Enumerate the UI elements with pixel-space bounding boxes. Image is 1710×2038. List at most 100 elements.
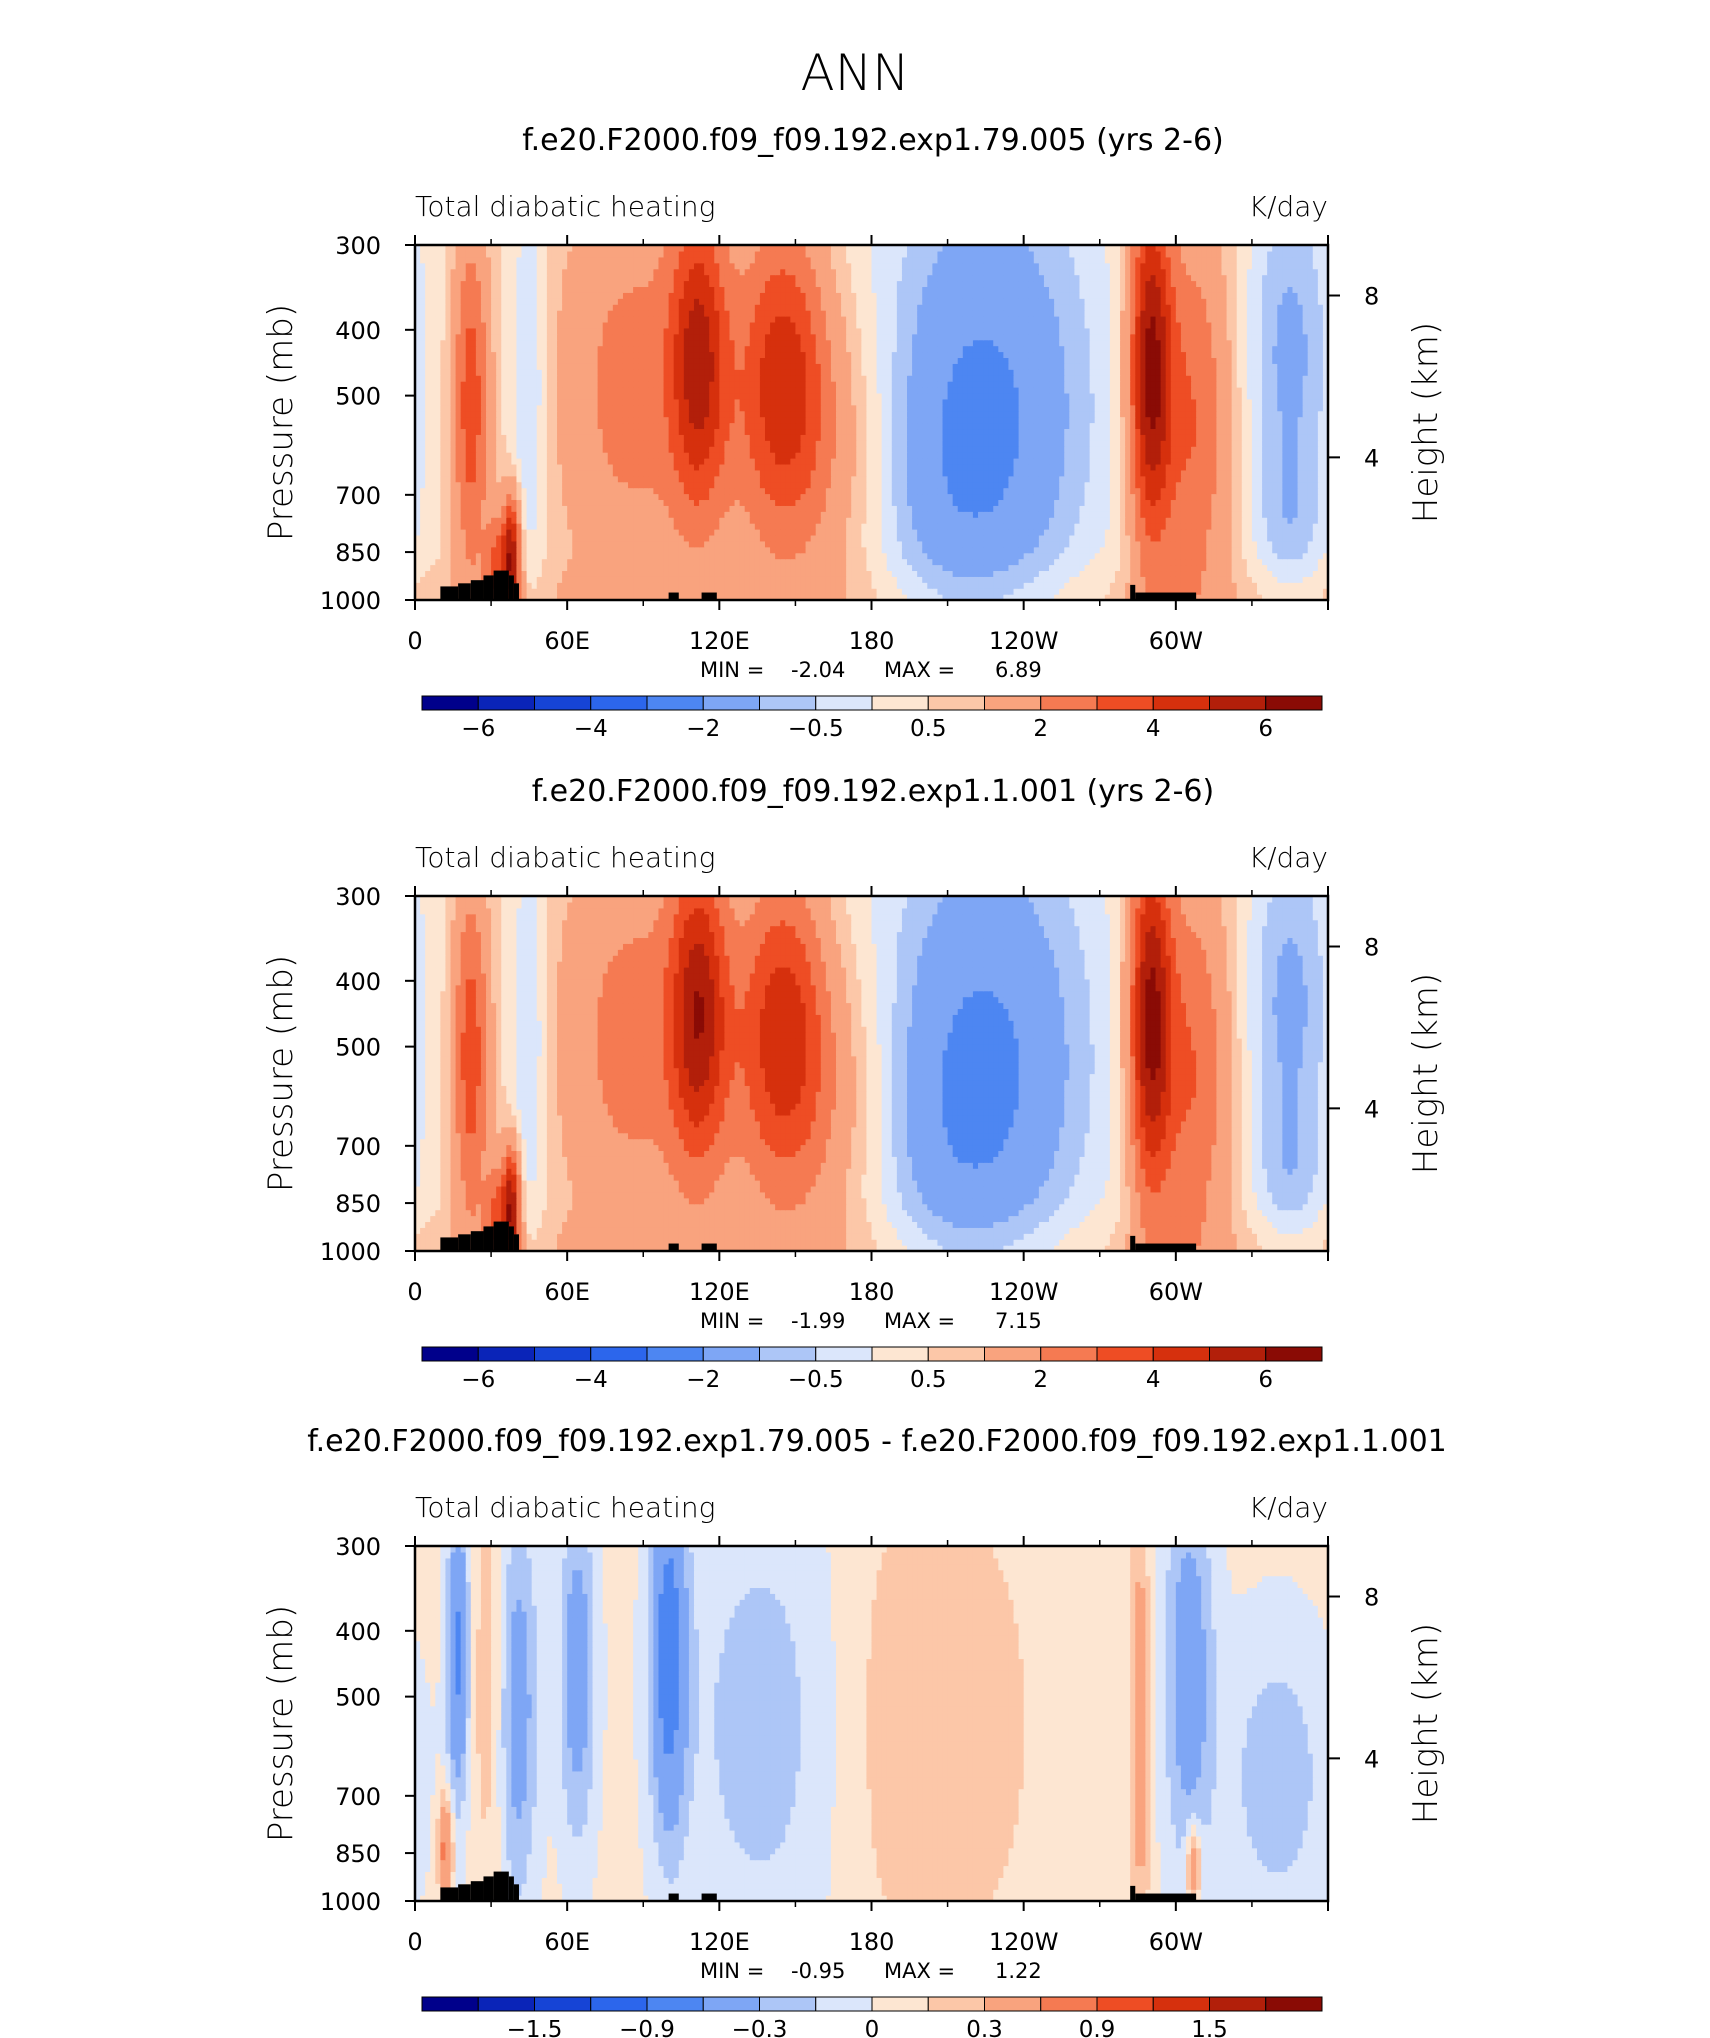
heatmap-cell: [440, 559, 446, 566]
heatmap-cell: [522, 582, 528, 589]
heatmap-cell: [1090, 588, 1096, 595]
heatmap-cell: [953, 565, 959, 572]
heatmap-cell: [547, 565, 553, 572]
heatmap-cell: [943, 582, 949, 589]
heatmap-cell: [1150, 565, 1156, 572]
heatmap-cell: [593, 576, 599, 583]
heatmap-cell: [912, 559, 918, 566]
heatmap-cell: [557, 576, 563, 583]
heatmap-cell: [557, 553, 563, 560]
heatmap-cell: [1303, 588, 1309, 595]
heatmap-cell: [674, 582, 680, 589]
heatmap-cell: [988, 553, 994, 560]
heatmap-cell: [1145, 576, 1151, 583]
heatmap-cell: [1308, 559, 1314, 566]
heatmap-cell: [907, 553, 913, 560]
heatmap-cell: [790, 570, 796, 577]
heatmap-cell: [846, 559, 852, 566]
heatmap-cell: [618, 582, 624, 589]
heatmap-cell: [927, 570, 933, 577]
heatmap-cell: [1105, 582, 1111, 589]
heatmap-cell: [709, 570, 715, 577]
heatmap-cell: [1130, 559, 1136, 566]
heatmap-cell: [1044, 565, 1050, 572]
heatmap-cell: [674, 553, 680, 560]
heatmap-cell: [527, 588, 533, 595]
heatmap-cell: [1034, 553, 1040, 560]
heatmap-cell: [953, 553, 959, 560]
heatmap-cell: [800, 576, 806, 583]
heatmap-cell: [755, 553, 761, 560]
heatmap-cell: [836, 576, 842, 583]
heatmap-cell: [430, 570, 436, 577]
heatmap-cell: [1049, 588, 1055, 595]
heatmap-cell: [1171, 559, 1177, 566]
heatmap-cell: [1029, 582, 1035, 589]
heatmap-cell: [1186, 576, 1192, 583]
heatmap-cell: [420, 576, 426, 583]
heatmap-cell: [1059, 576, 1065, 583]
heatmap-cell: [440, 553, 446, 560]
heatmap-cell: [1262, 576, 1268, 583]
heatmap-cell: [456, 570, 462, 577]
heatmap-cell: [1287, 559, 1293, 566]
heatmap-cell: [1140, 565, 1146, 572]
heatmap-cell: [1298, 582, 1304, 589]
heatmap-cell: [608, 588, 614, 595]
heatmap-cell: [435, 565, 441, 572]
heatmap-cell: [770, 582, 776, 589]
heatmap-cell: [674, 570, 680, 577]
heatmap-cell: [1242, 570, 1248, 577]
heatmap-cell: [978, 553, 984, 560]
heatmap-cell: [552, 565, 558, 572]
heatmap-cell: [1059, 565, 1065, 572]
heatmap-cell: [1262, 570, 1268, 577]
heatmap-cell: [1272, 588, 1278, 595]
heatmap-cell: [912, 570, 918, 577]
heatmap-cell: [1024, 576, 1030, 583]
heatmap-cell: [1318, 588, 1324, 595]
heatmap-cell: [760, 582, 766, 589]
panel-1: f.e20.F2000.f09_f09.192.exp1.79.005 (yrs…: [261, 123, 1446, 742]
heatmap-cell: [1140, 559, 1146, 566]
heatmap-cell: [1074, 570, 1080, 577]
heatmap-cell: [628, 565, 634, 572]
heatmap-cell: [1100, 559, 1106, 566]
heatmap-cell: [451, 559, 457, 566]
heatmap-cell: [532, 565, 538, 572]
heatmap-cell: [785, 565, 791, 572]
heatmap-cell: [1191, 570, 1197, 577]
heatmap-cell: [963, 570, 969, 577]
heatmap-cell: [1003, 553, 1009, 560]
heatmap-cell: [638, 565, 644, 572]
heatmap-cell: [826, 553, 832, 560]
heatmap-cell: [719, 582, 725, 589]
heatmap-cell: [476, 565, 482, 572]
heatmap-cell: [1135, 559, 1141, 566]
heatmap-cell: [811, 565, 817, 572]
heatmap-cell: [1085, 565, 1091, 572]
heatmap-cell: [527, 570, 533, 577]
heatmap-cell: [430, 559, 436, 566]
heatmap-cell: [740, 588, 746, 595]
heatmap-cell: [679, 559, 685, 566]
heatmap-cell: [795, 570, 801, 577]
heatmap-cell: [983, 559, 989, 566]
heatmap-cell: [1135, 553, 1141, 560]
heatmap-cell: [669, 553, 675, 560]
heatmap-cell: [780, 576, 786, 583]
heatmap-cell: [1115, 553, 1121, 560]
heatmap-cell: [1201, 559, 1207, 566]
heatmap-cell: [917, 588, 923, 595]
heatmap-cell: [1196, 559, 1202, 566]
heatmap-cell: [613, 588, 619, 595]
heatmap-cell: [927, 588, 933, 595]
heatmap-cell: [598, 553, 604, 560]
heatmap-cell: [775, 559, 781, 566]
heatmap-cell: [1267, 559, 1273, 566]
heatmap-cell: [806, 553, 812, 560]
heatmap-cell: [988, 565, 994, 572]
heatmap-cell: [978, 565, 984, 572]
heatmap-cell: [1166, 565, 1172, 572]
heatmap-cell: [425, 559, 431, 566]
